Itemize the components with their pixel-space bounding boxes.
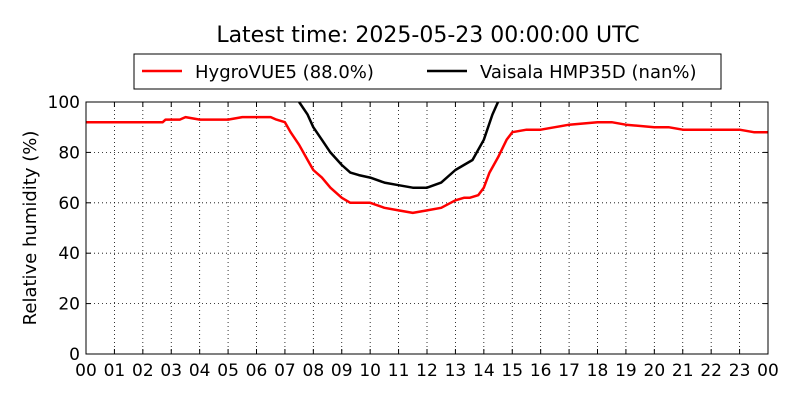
- y-tick-label: 80: [58, 143, 80, 163]
- x-tick-label: 02: [132, 361, 154, 381]
- x-tick-label: 13: [445, 361, 467, 381]
- series-line-1: [298, 101, 500, 189]
- x-tick-label: 16: [530, 361, 552, 381]
- x-tick-label: 00: [75, 361, 97, 381]
- x-tick-label: 07: [274, 361, 296, 381]
- x-tick-label: 10: [359, 361, 381, 381]
- series-lines: [86, 101, 768, 215]
- y-tick-label: 20: [58, 295, 80, 315]
- x-tick-label: 01: [104, 361, 126, 381]
- series-line-0: [86, 115, 768, 215]
- y-axis-label: Relative humidity (%): [20, 131, 41, 326]
- legend-label-hygrovue: HygroVUE5 (88.0%): [195, 62, 374, 83]
- x-tick-label: 09: [331, 361, 353, 381]
- legend-label-vaisala: Vaisala HMP35D (nan%): [480, 62, 697, 83]
- x-tick-label: 08: [303, 361, 325, 381]
- y-tick-label: 0: [69, 345, 80, 365]
- y-tick-label: 60: [58, 194, 80, 214]
- x-tick-label: 04: [189, 361, 211, 381]
- x-tick-label: 21: [672, 361, 694, 381]
- x-tick-label: 06: [246, 361, 268, 381]
- x-tick-label: 22: [700, 361, 722, 381]
- plot-frame: [85, 101, 769, 355]
- x-tick-label: 00: [757, 361, 779, 381]
- x-tick-label: 17: [558, 361, 580, 381]
- y-tick-label: 40: [58, 244, 80, 264]
- x-tick-label: 05: [217, 361, 239, 381]
- x-tick-label: 18: [587, 361, 609, 381]
- x-tick-label: 03: [160, 361, 182, 381]
- x-tick-label: 19: [615, 361, 637, 381]
- x-tick-label: 12: [416, 361, 438, 381]
- x-tick-label: 20: [644, 361, 666, 381]
- x-tick-label: 23: [729, 361, 751, 381]
- grid: [86, 102, 768, 354]
- x-tick-label: 15: [501, 361, 523, 381]
- legend: HygroVUE5 (88.0%) Vaisala HMP35D (nan%): [133, 53, 722, 90]
- x-tick-label: 11: [388, 361, 410, 381]
- axis-ticks: 00 01 02 03 04 05 06 07 08 09 10 11 12 13 14 15 16 17 18 19…: [48, 93, 779, 381]
- chart-title: Latest time: 2025-05-23 00:00:00 UTC: [216, 23, 639, 48]
- x-tick-label: 14: [473, 361, 495, 381]
- y-tick-label: 100: [48, 93, 80, 113]
